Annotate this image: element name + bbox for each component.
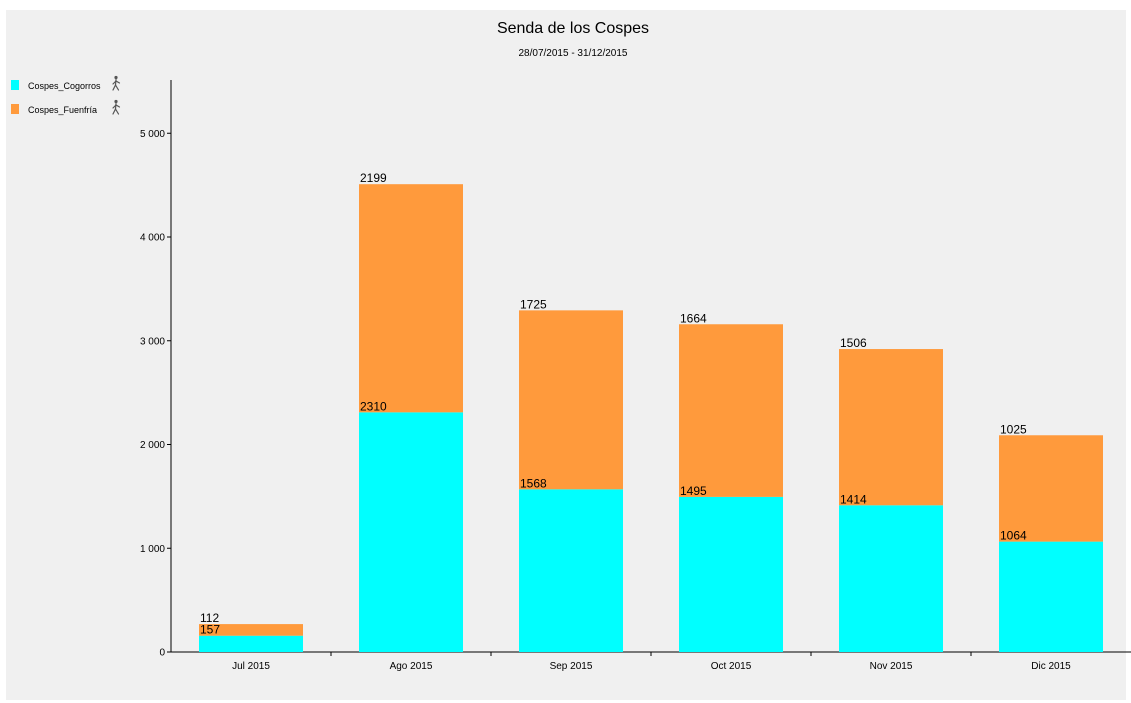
- x-tick-label: Oct 2015: [711, 661, 752, 672]
- bar-segment-cogorros: [679, 496, 783, 652]
- legend-item-fuenfria: Cospes_Fuenfría: [11, 99, 121, 115]
- y-tick-label: 2 000: [140, 440, 165, 451]
- bar-segment-fuenfria: [679, 324, 783, 497]
- bar-segment-fuenfria: [999, 435, 1103, 542]
- legend-item-cogorros: Cospes_Cogorros: [11, 75, 121, 91]
- bar-segment-cogorros: [999, 541, 1103, 652]
- x-tick-label: Jul 2015: [232, 661, 270, 672]
- data-label: 1568: [520, 476, 547, 490]
- bar-segment-fuenfria: [199, 624, 303, 636]
- data-label: 1506: [840, 336, 867, 350]
- x-tick-label: Nov 2015: [870, 661, 913, 672]
- y-tick-label: 4 000: [140, 233, 165, 244]
- bar-segment-cogorros: [359, 412, 463, 652]
- data-label: 1025: [1000, 422, 1027, 436]
- data-label: 2199: [360, 171, 387, 185]
- data-label: 1725: [520, 297, 547, 311]
- x-tick-label: Dic 2015: [1031, 661, 1071, 672]
- bar-segment-fuenfria: [359, 184, 463, 413]
- legend-label: Cospes_Cogorros: [28, 81, 101, 91]
- y-tick-label: 5 000: [140, 129, 165, 140]
- legend: Cospes_Cogorros Cospes_Fuenfría: [11, 75, 121, 115]
- bar-segment-fuenfria: [839, 349, 943, 506]
- data-label: 1664: [680, 311, 707, 325]
- chart-title: Senda de los Cospes: [497, 20, 649, 37]
- data-label: 112: [200, 611, 219, 625]
- y-axis: 0 1 000 2 000 3 000 4 000 5 000: [140, 80, 172, 659]
- y-tick-label: 1 000: [140, 544, 165, 555]
- bar-segment-cogorros: [199, 635, 303, 652]
- bars: [199, 184, 1103, 652]
- x-tick-label: Ago 2015: [390, 661, 433, 672]
- data-label: 157: [200, 623, 220, 637]
- x-axis: Jul 2015 Ago 2015 Sep 2015 Oct 2015 Nov 2015…: [171, 651, 1131, 672]
- x-tick-label: Sep 2015: [550, 661, 593, 672]
- chart-subtitle: 28/07/2015 - 31/12/2015: [519, 48, 628, 59]
- legend-label: Cospes_Fuenfría: [28, 105, 97, 115]
- y-tick-label: 3 000: [140, 336, 165, 347]
- legend-swatch: [11, 80, 19, 90]
- data-label: 2310: [360, 399, 387, 413]
- walking-person-icon: [112, 75, 121, 91]
- walking-person-icon: [112, 99, 121, 115]
- data-label: 1414: [840, 492, 867, 506]
- legend-swatch: [11, 104, 19, 114]
- y-tick-label: 0: [159, 648, 165, 659]
- bar-segment-fuenfria: [519, 310, 623, 490]
- bar-segment-cogorros: [519, 489, 623, 652]
- data-label: 1064: [1000, 529, 1027, 543]
- data-label: 1495: [680, 484, 707, 498]
- bar-segment-cogorros: [839, 505, 943, 652]
